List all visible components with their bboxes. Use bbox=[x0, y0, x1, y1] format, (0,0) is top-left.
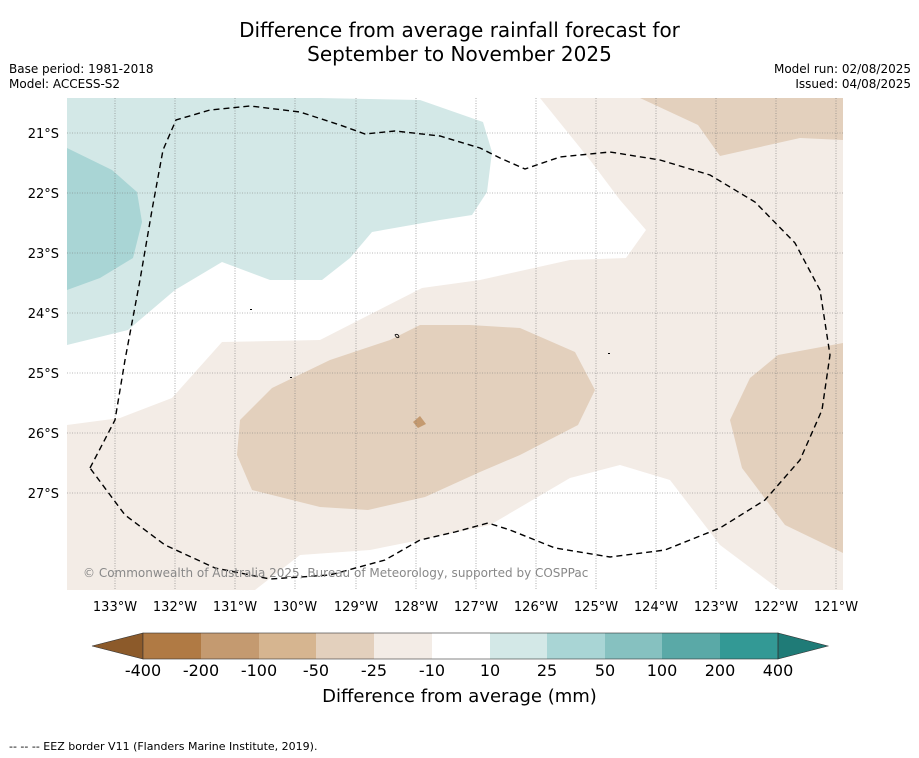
lon-label: 122°W bbox=[754, 600, 798, 615]
copyright-text: © Commonwealth of Australia 2025, Bureau… bbox=[83, 566, 588, 580]
colorbar-tick: -25 bbox=[361, 661, 387, 680]
base-period: Base period: 1981-2018 bbox=[9, 62, 154, 76]
colorbar-segment bbox=[490, 633, 547, 659]
lat-label: 27°S bbox=[28, 487, 59, 502]
title-line-2: September to November 2025 bbox=[307, 42, 612, 66]
title-line-1: Difference from average rainfall forecas… bbox=[239, 18, 680, 42]
island-marker bbox=[394, 333, 400, 339]
lon-label: 124°W bbox=[634, 600, 678, 615]
colorbar-segment bbox=[432, 633, 490, 659]
colorbar-segment bbox=[316, 633, 374, 659]
lon-label: 126°W bbox=[514, 600, 558, 615]
colorbar-tick: 100 bbox=[647, 661, 678, 680]
chart-title: Difference from average rainfall forecas… bbox=[0, 18, 919, 66]
colorbar-tick: 200 bbox=[705, 661, 736, 680]
graticule bbox=[67, 98, 843, 590]
lon-label: 121°W bbox=[814, 600, 858, 615]
contour-dry-medium-center bbox=[237, 325, 595, 510]
contour-dry-medium-northeast bbox=[640, 98, 843, 156]
map-area: © Commonwealth of Australia 2025, Bureau… bbox=[67, 98, 843, 590]
model-name: Model: ACCESS-S2 bbox=[9, 77, 121, 91]
lat-label: 24°S bbox=[28, 307, 59, 322]
colorbar-tick: 400 bbox=[763, 661, 794, 680]
lon-label: 131°W bbox=[213, 600, 257, 615]
footnote-eez: -- -- -- EEZ border V11 (Flanders Marine… bbox=[9, 740, 318, 753]
colorbar-segment bbox=[259, 633, 316, 659]
lat-label: 21°S bbox=[28, 127, 59, 142]
colorbar-tick: 10 bbox=[480, 661, 500, 680]
colorbar-title: Difference from average (mm) bbox=[322, 686, 597, 707]
lon-label: 127°W bbox=[454, 600, 498, 615]
colorbar-tick: -10 bbox=[419, 661, 445, 680]
lon-label: 129°W bbox=[334, 600, 378, 615]
contour-wet-medium bbox=[67, 148, 142, 290]
latitude-labels: 21°S 22°S 23°S 24°S 25°S 26°S 27°S bbox=[28, 127, 59, 502]
colorbar-segment bbox=[662, 633, 720, 659]
longitude-labels: 133°W 132°W 131°W 130°W 129°W 128°W 127°… bbox=[93, 600, 858, 615]
model-run: Model run: 02/08/2025 bbox=[773, 62, 911, 76]
contour-dry-strong-spot bbox=[413, 416, 426, 428]
meta-right: Model run: 02/08/2025 Issued: 04/08/2025 bbox=[774, 62, 911, 92]
lon-label: 133°W bbox=[93, 600, 137, 615]
colorbar-segment bbox=[605, 633, 662, 659]
colorbar-segment bbox=[374, 633, 432, 659]
lat-label: 22°S bbox=[28, 187, 59, 202]
colorbar-segment-high-extend bbox=[777, 632, 830, 660]
colorbar-tick: 50 bbox=[595, 661, 615, 680]
lon-label: 128°W bbox=[394, 600, 438, 615]
island-marker bbox=[250, 309, 252, 310]
eez-border bbox=[89, 105, 831, 580]
contour-wet-light bbox=[67, 98, 492, 345]
meta-left: Base period: 1981-2018 Model: ACCESS-S2 bbox=[9, 62, 154, 92]
colorbar-tick: -50 bbox=[303, 661, 329, 680]
colorbar-tick: -400 bbox=[125, 661, 161, 680]
colorbar-segment bbox=[720, 633, 778, 659]
colorbar-tick: 25 bbox=[537, 661, 557, 680]
colorbar-segment bbox=[201, 633, 259, 659]
contour-dry-medium-east bbox=[730, 343, 843, 553]
lat-label: 25°S bbox=[28, 367, 59, 382]
colorbar-outline bbox=[142, 632, 779, 660]
colorbar: -400 -200 -100 -50 -25 -10 10 25 50 100 … bbox=[91, 632, 830, 680]
lon-label: 130°W bbox=[273, 600, 317, 615]
island-marker bbox=[290, 377, 292, 378]
issued-date: Issued: 04/08/2025 bbox=[795, 77, 911, 91]
colorbar-tick: -100 bbox=[241, 661, 277, 680]
colorbar-tick: -200 bbox=[183, 661, 219, 680]
lon-label: 123°W bbox=[694, 600, 738, 615]
colorbar-segment bbox=[143, 633, 201, 659]
island-marker bbox=[608, 353, 610, 354]
lat-label: 23°S bbox=[28, 247, 59, 262]
lon-label: 132°W bbox=[153, 600, 197, 615]
lon-label: 125°W bbox=[574, 600, 618, 615]
colorbar-segment bbox=[547, 633, 605, 659]
colorbar-segment-low-extend bbox=[91, 632, 144, 660]
lat-label: 26°S bbox=[28, 427, 59, 442]
